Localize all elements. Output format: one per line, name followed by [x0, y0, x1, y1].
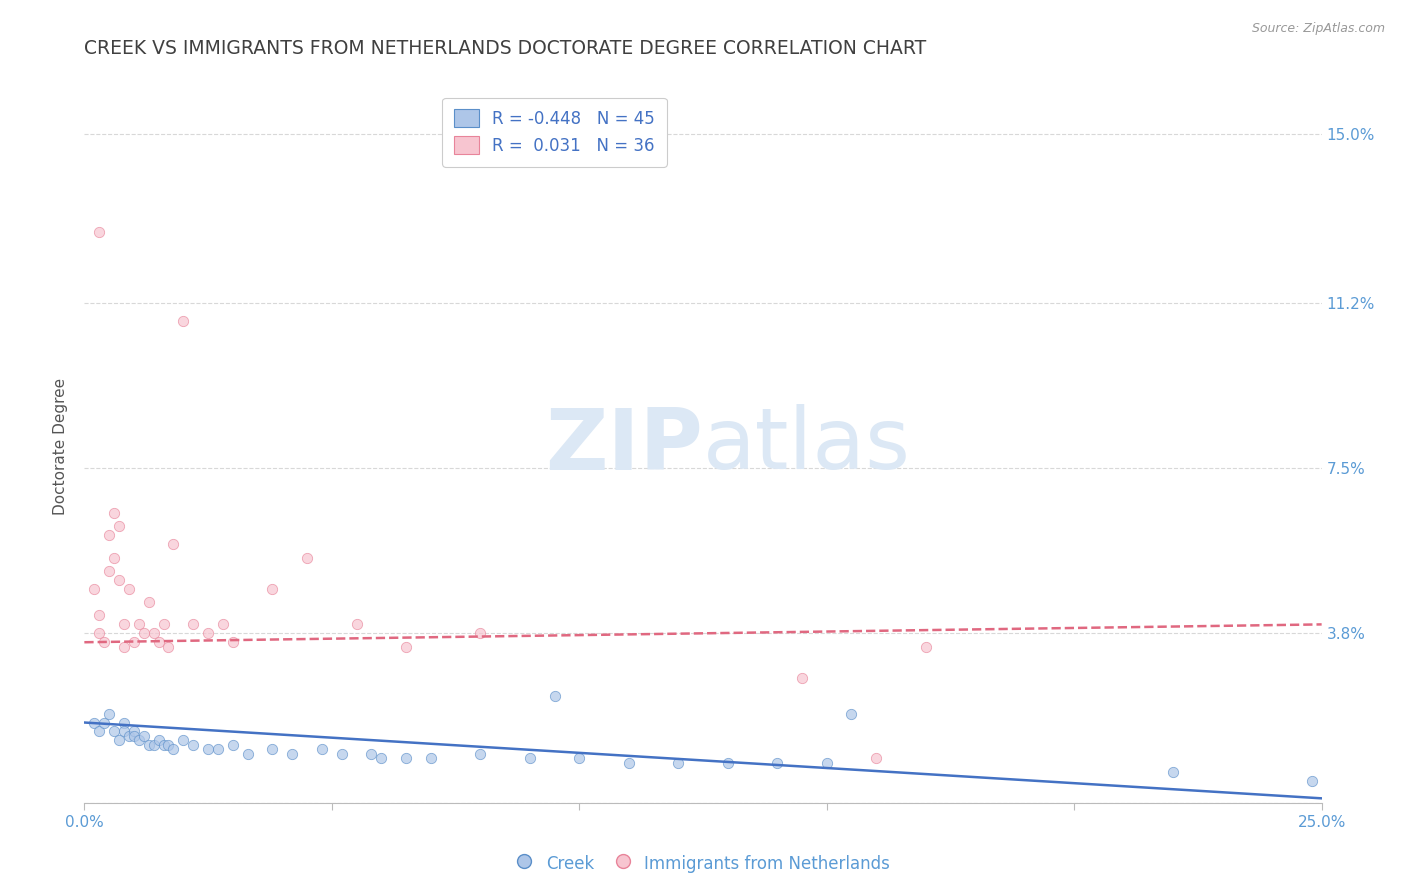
- Point: [295, 550, 318, 565]
- Point: [222, 738, 245, 752]
- Point: [142, 738, 165, 752]
- Point: [122, 635, 145, 649]
- Point: [197, 626, 219, 640]
- Point: [128, 617, 150, 632]
- Point: [181, 617, 204, 632]
- Point: [1161, 764, 1184, 779]
- Point: [122, 729, 145, 743]
- Point: [89, 225, 111, 239]
- Point: [543, 689, 565, 703]
- Point: [152, 617, 174, 632]
- Point: [395, 640, 418, 654]
- Point: [172, 314, 194, 328]
- Point: [148, 733, 170, 747]
- Point: [118, 729, 141, 743]
- Point: [236, 747, 259, 761]
- Point: [395, 751, 418, 765]
- Point: [222, 635, 245, 649]
- Legend: Creek, Immigrants from Netherlands: Creek, Immigrants from Netherlands: [509, 847, 897, 880]
- Point: [112, 724, 135, 739]
- Point: [103, 550, 125, 565]
- Point: [766, 756, 789, 770]
- Point: [568, 751, 591, 765]
- Point: [108, 573, 131, 587]
- Point: [89, 724, 111, 739]
- Point: [157, 640, 180, 654]
- Point: [118, 582, 141, 596]
- Point: [865, 751, 887, 765]
- Point: [138, 738, 160, 752]
- Point: [93, 635, 115, 649]
- Text: Source: ZipAtlas.com: Source: ZipAtlas.com: [1251, 22, 1385, 36]
- Point: [83, 715, 105, 730]
- Point: [103, 506, 125, 520]
- Point: [717, 756, 740, 770]
- Point: [207, 742, 229, 756]
- Point: [197, 742, 219, 756]
- Y-axis label: Doctorate Degree: Doctorate Degree: [53, 377, 69, 515]
- Point: [112, 640, 135, 654]
- Point: [98, 706, 121, 721]
- Text: CREEK VS IMMIGRANTS FROM NETHERLANDS DOCTORATE DEGREE CORRELATION CHART: CREEK VS IMMIGRANTS FROM NETHERLANDS DOC…: [84, 39, 927, 58]
- Point: [181, 738, 204, 752]
- Point: [122, 724, 145, 739]
- Point: [790, 671, 813, 685]
- Point: [172, 733, 194, 747]
- Point: [112, 715, 135, 730]
- Point: [815, 756, 838, 770]
- Point: [346, 617, 368, 632]
- Text: atlas: atlas: [703, 404, 911, 488]
- Point: [148, 635, 170, 649]
- Point: [98, 564, 121, 578]
- Point: [212, 617, 235, 632]
- Point: [142, 626, 165, 640]
- Point: [360, 747, 382, 761]
- Point: [330, 747, 353, 761]
- Point: [1301, 773, 1323, 788]
- Point: [519, 751, 541, 765]
- Text: ZIP: ZIP: [546, 404, 703, 488]
- Legend: R = -0.448   N = 45, R =  0.031   N = 36: R = -0.448 N = 45, R = 0.031 N = 36: [443, 97, 666, 167]
- Point: [128, 733, 150, 747]
- Point: [98, 528, 121, 542]
- Point: [162, 742, 184, 756]
- Point: [617, 756, 640, 770]
- Point: [162, 537, 184, 551]
- Point: [112, 617, 135, 632]
- Point: [281, 747, 304, 761]
- Point: [152, 738, 174, 752]
- Point: [470, 747, 492, 761]
- Point: [157, 738, 180, 752]
- Point: [138, 595, 160, 609]
- Point: [83, 582, 105, 596]
- Point: [841, 706, 863, 721]
- Point: [108, 519, 131, 533]
- Point: [132, 626, 155, 640]
- Point: [470, 626, 492, 640]
- Point: [89, 626, 111, 640]
- Point: [370, 751, 392, 765]
- Point: [311, 742, 333, 756]
- Point: [262, 582, 284, 596]
- Point: [132, 729, 155, 743]
- Point: [262, 742, 284, 756]
- Point: [93, 715, 115, 730]
- Point: [108, 733, 131, 747]
- Point: [914, 640, 936, 654]
- Point: [419, 751, 441, 765]
- Point: [89, 608, 111, 623]
- Point: [103, 724, 125, 739]
- Point: [666, 756, 689, 770]
